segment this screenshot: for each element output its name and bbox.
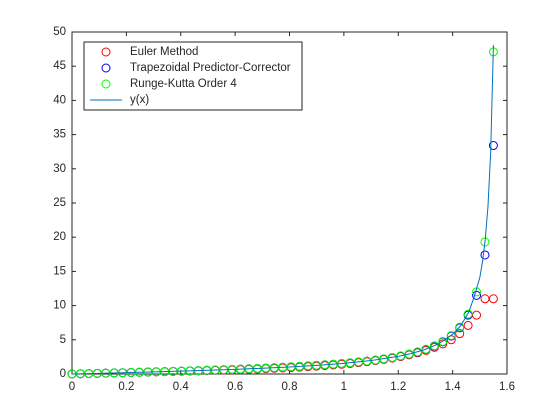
legend: Euler Method Trapezoidal Predictor-Correc… bbox=[83, 41, 303, 111]
x-tick-label: 1 bbox=[341, 381, 347, 393]
marker bbox=[480, 250, 490, 260]
legend-swatch bbox=[101, 79, 111, 89]
y-tick-label: 50 bbox=[53, 26, 66, 38]
marker bbox=[438, 336, 448, 346]
curve bbox=[71, 45, 494, 375]
marker bbox=[396, 351, 406, 361]
x-tick-label: 0.8 bbox=[282, 381, 298, 393]
y-tick-label: 40 bbox=[53, 94, 66, 106]
marker bbox=[488, 141, 498, 151]
marker bbox=[455, 329, 465, 339]
x-tick-label: 0.2 bbox=[118, 381, 134, 393]
legend-label: Runge-Kutta Order 4 bbox=[130, 78, 237, 90]
marker bbox=[463, 309, 473, 319]
y-tick-label: 20 bbox=[53, 231, 66, 243]
y-tick-label: 45 bbox=[53, 60, 66, 72]
marker bbox=[455, 322, 465, 332]
legend-label: Trapezoidal Predictor-Corrector bbox=[130, 62, 291, 74]
marker bbox=[488, 294, 498, 304]
y-tick-label: 15 bbox=[53, 265, 66, 277]
y-tick-label: 25 bbox=[53, 197, 66, 209]
marker bbox=[429, 341, 439, 351]
legend-label: y(x) bbox=[130, 94, 149, 106]
y-tick-label: 35 bbox=[53, 129, 66, 141]
x-tick-label: 1.2 bbox=[390, 381, 406, 393]
y-tick-label: 10 bbox=[53, 300, 66, 312]
x-tick-label: 0 bbox=[69, 381, 75, 393]
x-tick-label: 1.4 bbox=[445, 381, 462, 393]
marker bbox=[404, 349, 414, 359]
marker bbox=[413, 347, 423, 357]
y-tick-label: 5 bbox=[60, 334, 66, 346]
legend-label: Euler Method bbox=[130, 46, 198, 58]
legend-swatch bbox=[101, 63, 111, 73]
x-tick-label: 0.4 bbox=[173, 381, 190, 393]
legend-box bbox=[83, 41, 303, 111]
x-tick-label: 0.6 bbox=[227, 381, 243, 393]
y-tick-label: 30 bbox=[53, 163, 66, 175]
x-tick-label: 1.6 bbox=[499, 381, 515, 393]
y-tick-label: 0 bbox=[60, 368, 66, 380]
marker bbox=[421, 344, 431, 354]
marker bbox=[472, 290, 482, 300]
marker bbox=[446, 330, 456, 340]
legend-swatch bbox=[101, 47, 111, 57]
marker bbox=[463, 320, 473, 330]
